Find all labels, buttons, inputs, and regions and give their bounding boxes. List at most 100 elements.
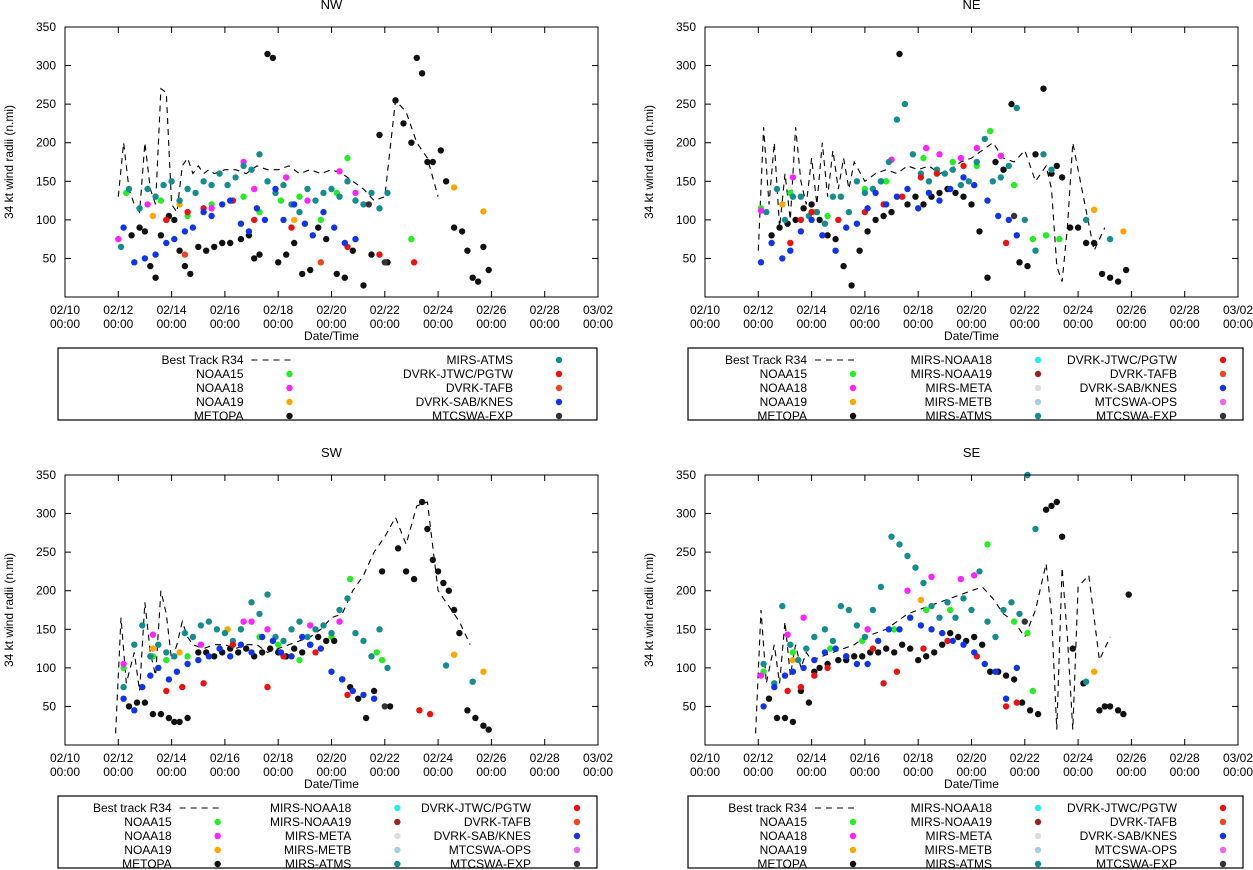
data-point [147,653,154,660]
legend-label: MTCSWA-EXP [1096,857,1177,870]
data-point [237,641,245,648]
data-point [779,602,786,610]
data-point [309,232,316,239]
legend-label: DVRK-SAB/KNES [1080,829,1177,843]
data-point [149,212,157,220]
data-point [781,714,789,722]
data-point [1000,606,1007,614]
data-point [157,197,165,204]
x-tick-label: 02/10 [690,303,720,317]
data-point [376,251,383,258]
data-point [960,162,967,170]
data-point [893,193,901,200]
data-point [120,683,127,691]
series-mtcswa-exp [1021,618,1028,625]
y-tick-label: 50 [683,251,697,265]
data-point [1101,703,1109,710]
data-point [307,266,314,274]
data-point [965,178,972,185]
legend-marker [849,846,857,854]
y-tick-label: 300 [36,507,56,521]
legend-label: DVRK-TAFB [446,381,513,395]
data-point [808,201,815,208]
data-point [237,235,245,243]
data-point [1002,703,1010,710]
data-point [845,606,853,614]
x-tick-label: 00:00 [530,765,560,779]
y-tick-label: 250 [36,545,56,559]
data-point [1082,216,1090,224]
x-tick-label: 02/22 [370,751,400,765]
x-tick-label: 02/24 [423,751,453,765]
data-point [957,154,964,162]
x-tick-label: 00:00 [797,765,827,779]
legend-label: DVRK-SAB/KNES [1080,381,1177,395]
data-point [176,247,183,254]
legend-marker [1034,846,1042,854]
data-point [936,189,943,197]
data-point [307,622,314,629]
legend-label: MIRS-META [926,829,992,843]
data-point [1024,262,1031,270]
data-point [336,168,343,175]
data-point [237,220,245,227]
data-point [888,208,895,216]
data-point [221,629,229,637]
series-mirs-atms [120,591,476,691]
data-point [251,255,258,262]
data-point [344,178,351,185]
data-point [328,629,335,637]
data-point [376,626,383,633]
legend-label: DVRK-TAFB [464,815,531,829]
data-point [984,197,991,204]
data-point [757,207,765,214]
data-point [392,97,399,104]
data-point [171,216,178,224]
data-point [450,651,458,658]
data-point [288,626,295,633]
legend-label: MTCSWA-OPS [1095,395,1177,409]
data-point [149,710,157,718]
legend-label: METOPA [122,857,172,870]
data-point [296,193,303,200]
data-point [378,656,386,664]
data-point [418,498,426,506]
data-point [299,633,306,641]
best-track-line [115,501,471,734]
x-tick-label: 02/28 [530,303,560,317]
legend-label: NOAA15 [196,367,244,381]
data-point [141,228,149,235]
y-axis-label: 34 kt wind radii (n.mi) [2,105,16,219]
x-tick-label: 00:00 [370,317,400,331]
series-dvrk-sab-knes [120,633,378,714]
data-point [1069,645,1077,652]
series-noaa19 [789,596,1098,675]
data-point [163,687,170,695]
data-point [253,205,261,212]
data-point [176,649,183,656]
series-noaa15 [123,154,415,243]
chart-panel-se: SE5010015020025030035002/1000:0002/1200:… [642,445,1253,870]
data-point [360,637,367,645]
y-tick-label: 150 [676,174,696,188]
data-point [352,189,359,197]
data-point [360,691,367,699]
data-point [368,251,375,258]
data-point [1002,695,1010,702]
data-point [1010,181,1018,189]
legend-marker [849,412,857,420]
data-point [763,208,770,216]
data-point [386,703,394,710]
legend-label: NOAA18 [760,829,808,843]
legend-box [687,347,1244,421]
x-tick-label: 02/28 [530,751,560,765]
data-point [384,189,391,197]
data-point [312,649,319,656]
x-tick-label: 02/20 [956,751,986,765]
data-point [827,645,834,652]
data-point [349,247,356,254]
data-point [464,247,471,254]
data-point [984,618,991,625]
data-point [1010,676,1018,683]
